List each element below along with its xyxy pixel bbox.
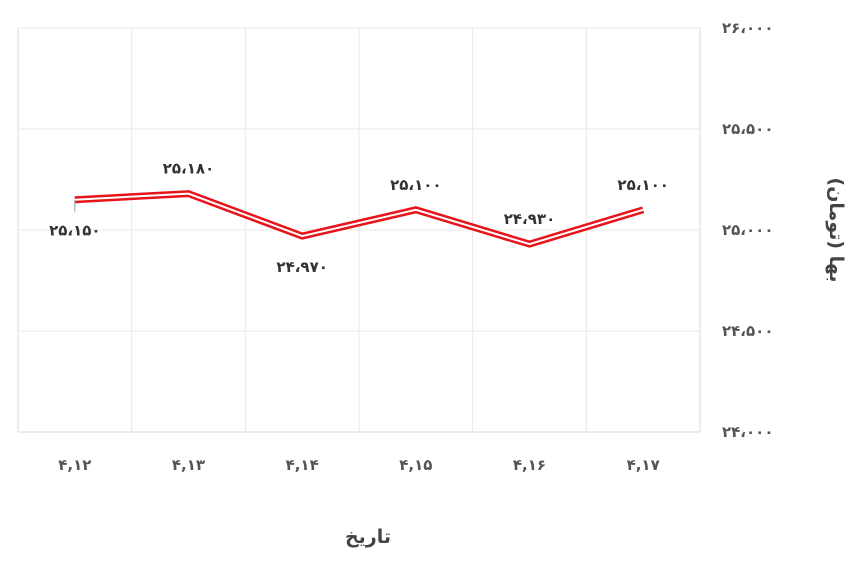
series-line-inner [74,192,644,246]
y-tick-label: ۲۵،۵۰۰ [722,120,773,138]
data-label: ۲۵،۱۰۰ [390,176,441,194]
y-tick-label: ۲۴،۵۰۰ [722,322,773,340]
x-tick-label: ۴,۱۷ [627,456,660,474]
data-label: ۲۴،۹۳۰ [504,210,555,228]
data-label: ۲۵،۱۸۰ [163,160,214,178]
x-tick-label: ۴,۱۶ [513,456,546,474]
x-axis-ticks: ۴,۱۲ ۴,۱۳ ۴,۱۴ ۴,۱۵ ۴,۱۶ ۴,۱۷ [58,456,660,474]
y-axis-title: بها (تومان) [825,178,847,283]
y-tick-label: ۲۶،۰۰۰ [722,19,773,37]
data-label: ۲۴،۹۷۰ [276,258,327,276]
y-axis-ticks: ۲۴،۰۰۰ ۲۴،۵۰۰ ۲۵،۰۰۰ ۲۵،۵۰۰ ۲۶،۰۰۰ [722,19,773,441]
data-label: ۲۵،۱۵۰ [49,222,100,240]
grid [17,27,701,433]
y-tick-label: ۲۴،۰۰۰ [722,423,773,441]
data-labels: ۲۵،۱۵۰ ۲۵،۱۸۰ ۲۴،۹۷۰ ۲۵،۱۰۰ ۲۴،۹۳۰ ۲۵،۱۰۰ [49,160,669,276]
series-line [74,190,645,248]
data-label: ۲۵،۱۰۰ [617,176,668,194]
x-axis-title: تاریخ [345,526,391,548]
x-tick-label: ۴,۱۵ [399,456,432,474]
x-tick-label: ۴,۱۴ [286,456,319,474]
x-tick-label: ۴,۱۳ [172,456,205,474]
y-tick-label: ۲۵،۰۰۰ [722,221,773,239]
x-tick-label: ۴,۱۲ [58,456,91,474]
